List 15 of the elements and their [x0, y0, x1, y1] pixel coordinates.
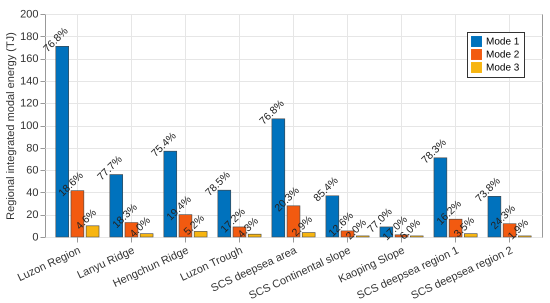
y-tick-label: 60 — [26, 164, 38, 177]
y-tick-label: 140 — [20, 75, 38, 88]
y-tick-label: 100 — [20, 120, 38, 132]
legend-label: Mode 1 — [486, 36, 520, 48]
y-tick-label: 0 — [32, 232, 38, 244]
legend-label: Mode 3 — [486, 62, 520, 74]
y-tick-label: 80 — [26, 142, 38, 154]
y-tick-label: 180 — [20, 30, 38, 43]
y-axis-title: Regional integrated modal energy (TJ) — [5, 32, 18, 220]
y-tick-label: 160 — [20, 53, 38, 66]
y-tick-label: 20 — [26, 209, 38, 222]
legend-label: Mode 2 — [486, 50, 520, 60]
y-tick-label: 40 — [26, 186, 38, 199]
y-tick-label: 200 — [20, 8, 38, 20]
y-tick-label: 120 — [20, 98, 38, 110]
